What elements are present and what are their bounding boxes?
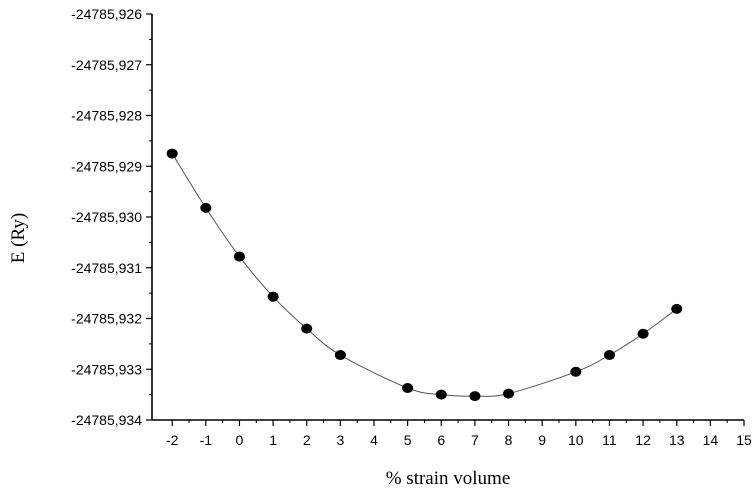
data-point	[402, 383, 414, 394]
data-point	[435, 389, 447, 400]
y-axis-title: E (Ry)	[8, 213, 29, 263]
data-point	[637, 328, 649, 339]
y-tick-label: -24785,926	[71, 6, 142, 22]
data-point	[200, 202, 212, 213]
x-tick-label: 7	[471, 432, 479, 448]
x-tick-label: 15	[736, 432, 752, 448]
data-points-layer	[166, 148, 683, 402]
x-tick-label: 0	[236, 432, 244, 448]
x-tick-label: 12	[635, 432, 651, 448]
data-point	[469, 391, 481, 402]
x-tick-label: 3	[336, 432, 344, 448]
data-point	[334, 350, 346, 361]
data-point	[603, 350, 615, 361]
x-tick-label: 11	[602, 432, 617, 448]
x-tick-label: 13	[669, 432, 685, 448]
data-point	[233, 251, 245, 262]
y-tick-label: -24785,932	[71, 311, 142, 327]
data-point	[570, 366, 582, 377]
y-tick-label: -24785,929	[71, 158, 142, 174]
y-tick-label: -24785,934	[71, 412, 142, 428]
fit-curve-layer	[171, 153, 678, 397]
x-tick-label: 6	[437, 432, 445, 448]
x-tick-label: 8	[505, 432, 513, 448]
x-tick-label: 9	[538, 432, 546, 448]
fit-curve	[171, 153, 678, 397]
x-tick-label: 4	[370, 432, 378, 448]
data-point	[301, 323, 313, 334]
data-point	[503, 388, 515, 399]
x-tick-label: 14	[703, 432, 719, 448]
data-point	[166, 148, 178, 159]
x-tick-label: 5	[404, 432, 412, 448]
y-tick-label: -24785,927	[71, 57, 142, 73]
data-point	[267, 291, 279, 302]
x-tick-label: -2	[166, 432, 179, 448]
x-tick-label: 1	[269, 432, 277, 448]
y-tick-label: -24785,933	[71, 361, 142, 377]
data-point	[671, 303, 683, 314]
x-tick-label: 10	[568, 432, 584, 448]
y-tick-label: -24785,930	[71, 209, 142, 225]
y-tick-label: -24785,928	[71, 108, 142, 124]
axes	[151, 14, 744, 421]
x-axis-title: % strain volume	[386, 468, 511, 489]
x-tick-label: -1	[200, 432, 213, 448]
x-tick-label: 2	[303, 432, 311, 448]
ticks: -2 -1 0 1 2 3 4 5 6 7 8 9 10 11 12 13 14 15-24785,926-247…	[71, 6, 752, 448]
y-tick-label: -24785,931	[71, 260, 142, 276]
